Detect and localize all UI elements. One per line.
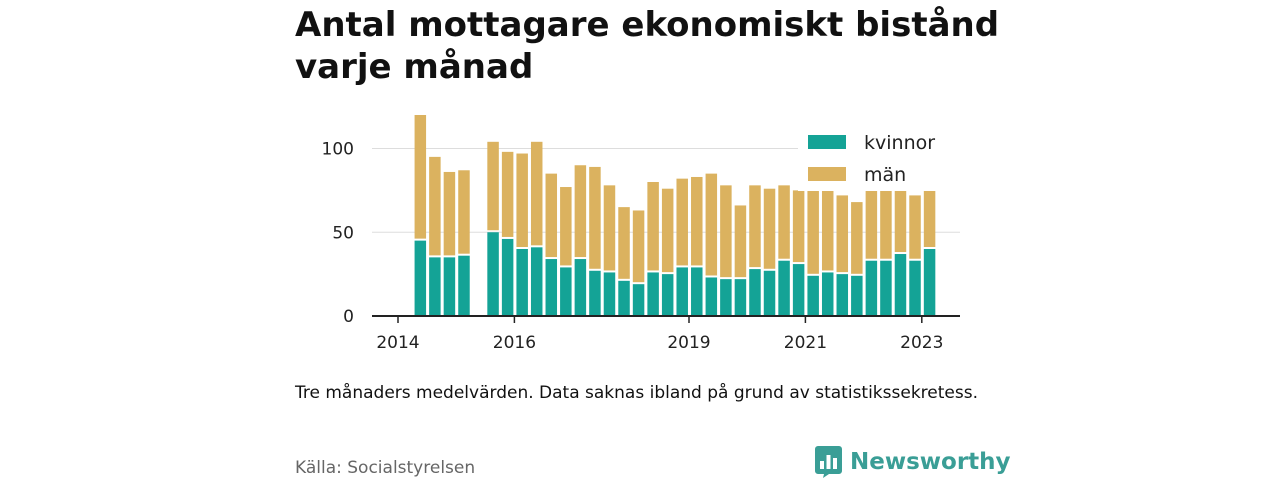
bar-man [720, 185, 732, 278]
bar-chart-speech-bubble-icon [815, 446, 842, 478]
bar-kvinnor [603, 272, 616, 316]
bar-man [501, 151, 514, 237]
bar-kvinnor [865, 260, 878, 316]
bar-kvinnor [763, 270, 776, 316]
bar-man [603, 185, 616, 271]
bar-kvinnor [414, 240, 427, 316]
bar-kvinnor [691, 267, 703, 316]
bar-kvinnor [429, 257, 441, 316]
bar-man [429, 156, 441, 256]
bar-kvinnor [705, 277, 718, 316]
x-tick-label: 2023 [900, 333, 943, 353]
bar-man [749, 185, 761, 268]
bar-man [909, 195, 921, 259]
brand-name: Newsworthy [850, 449, 1011, 475]
bar-kvinnor [618, 280, 630, 316]
bar-kvinnor [516, 249, 528, 316]
bar-kvinnor [792, 264, 805, 316]
bar-kvinnor [632, 284, 645, 316]
bar-kvinnor [880, 260, 892, 316]
bar-kvinnor [894, 254, 907, 316]
bar-kvinnor [574, 259, 587, 316]
bar-kvinnor [545, 259, 558, 316]
bar-kvinnor [458, 255, 470, 316]
bar-kvinnor [778, 260, 790, 316]
bar-man [632, 210, 645, 283]
bar-man [530, 141, 543, 246]
bar-man [836, 195, 849, 273]
bar-man [792, 190, 805, 263]
bar-man [734, 205, 747, 278]
bar-man [894, 183, 907, 253]
y-tick-label: 50 [332, 223, 354, 243]
bar-man [807, 190, 819, 274]
bar-man [778, 185, 790, 259]
bar-man [487, 141, 499, 231]
legend-swatch [808, 167, 846, 181]
bar-kvinnor [734, 279, 747, 316]
bar-kvinnor [647, 272, 659, 316]
bar-man [560, 187, 572, 266]
bar-kvinnor [821, 272, 834, 316]
bar-man [865, 182, 878, 259]
bar-kvinnor [560, 267, 572, 316]
legend-label: kvinnor [864, 132, 935, 154]
bars [414, 115, 936, 316]
bar-kvinnor [676, 267, 688, 316]
chart-note: Tre månaders medelvärden. Data saknas ib… [295, 383, 978, 403]
legend: kvinnor män [798, 125, 960, 191]
bar-man [516, 153, 528, 247]
legend-label: män [864, 164, 906, 186]
x-tick-label: 2021 [784, 333, 827, 353]
bar-kvinnor [909, 260, 921, 316]
bar-man [676, 178, 688, 266]
source-text: Källa: Socialstyrelsen [295, 458, 476, 478]
bar-man [661, 188, 674, 273]
bar-kvinnor [661, 274, 674, 316]
bar-man [691, 176, 703, 266]
bar-kvinnor [443, 257, 456, 316]
bar-man [851, 202, 863, 274]
bar-man [574, 165, 587, 258]
bar-kvinnor [923, 249, 936, 316]
bar-man [618, 207, 630, 279]
x-tick-label: 2016 [493, 333, 536, 353]
newsworthy-logo[interactable]: Newsworthy [815, 446, 1011, 478]
y-tick-label: 0 [343, 307, 354, 327]
bar-man [923, 176, 936, 247]
bar-kvinnor [720, 279, 732, 316]
bar-man [763, 188, 776, 269]
bar-kvinnor [851, 275, 863, 316]
bar-man [414, 115, 427, 239]
bar-kvinnor [807, 275, 819, 316]
x-tick-label: 2014 [376, 333, 419, 353]
x-tick-label: 2019 [667, 333, 710, 353]
legend-swatch [808, 135, 846, 149]
stacked-bar-chart: 0 50 100 2014 2016 2019 2021 2023 kvinnor män [322, 115, 960, 353]
y-tick-label: 100 [322, 140, 354, 160]
axes: 0 50 100 2014 2016 2019 2021 2023 [322, 140, 960, 353]
bar-kvinnor [589, 270, 601, 316]
bar-kvinnor [836, 274, 849, 316]
bar-man [443, 171, 456, 256]
bar-man [589, 166, 601, 269]
bar-man [705, 173, 718, 276]
bar-kvinnor [501, 238, 514, 316]
bar-kvinnor [530, 247, 543, 316]
bar-man [880, 183, 892, 259]
bar-kvinnor [749, 269, 761, 316]
bar-man [821, 185, 834, 271]
bar-man [647, 182, 659, 271]
chart-title: Antal mottagare ekonomiskt bistånd varje… [295, 5, 1000, 87]
bar-man [458, 170, 470, 254]
bar-kvinnor [487, 232, 499, 316]
bar-man [545, 173, 558, 258]
